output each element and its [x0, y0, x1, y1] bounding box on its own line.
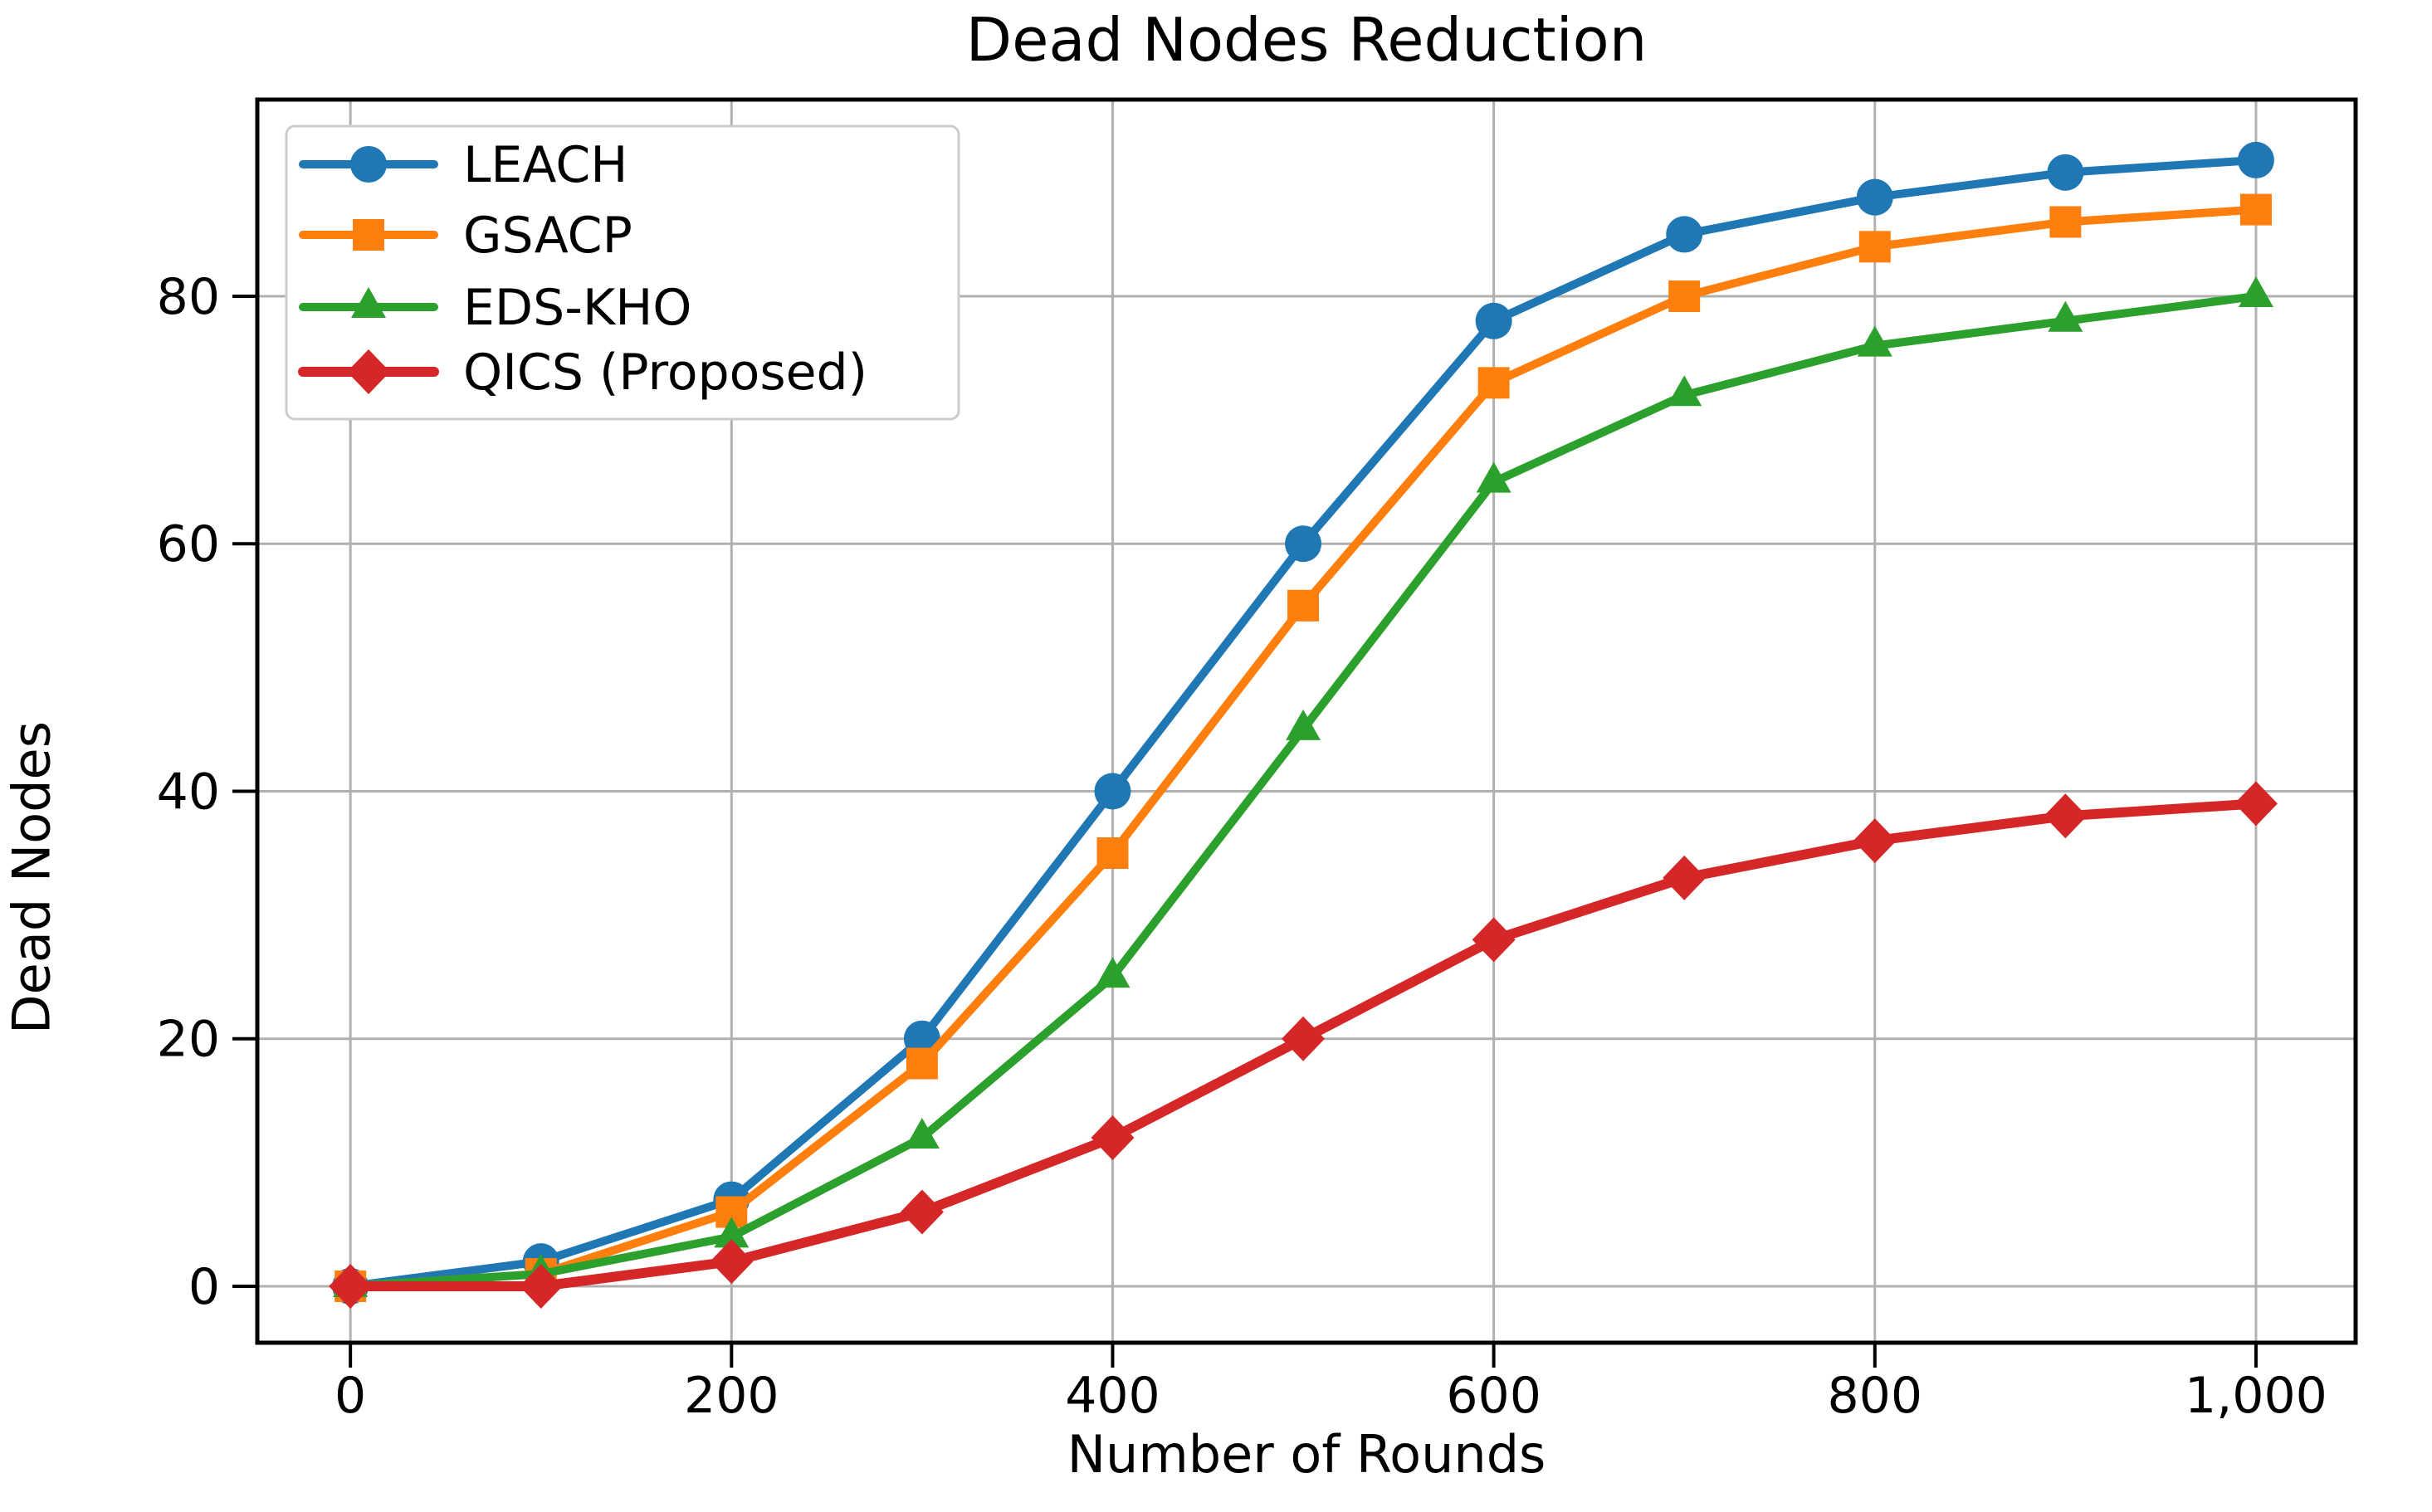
x-axis: 0 200 400 600 800 1,000: [335, 1343, 2327, 1425]
legend-label: GSACP: [463, 207, 632, 265]
data-point-circle: [1094, 773, 1131, 810]
chart-title: Dead Nodes Reduction: [965, 5, 1648, 75]
x-tick-label: 0: [335, 1367, 366, 1425]
x-tick-label: 800: [1828, 1367, 1923, 1425]
data-point-diamond: [1663, 855, 1707, 900]
y-tick-label: 60: [157, 515, 220, 573]
y-tick-label: 0: [188, 1258, 220, 1316]
data-point-triangle: [904, 1118, 940, 1149]
data-point-triangle: [1476, 461, 1511, 493]
legend-item: QICS (Proposed): [298, 344, 867, 402]
x-tick-label: 400: [1065, 1367, 1160, 1425]
legend-label: LEACH: [463, 136, 628, 194]
data-point-square: [1477, 367, 1510, 399]
data-point-square: [1096, 837, 1129, 870]
data-point-circle: [2237, 141, 2274, 178]
legend-triangle-marker: [351, 287, 386, 318]
data-point-diamond: [1853, 818, 1897, 864]
data-point-diamond: [519, 1263, 563, 1309]
data-point-square: [1287, 589, 1320, 622]
axes-spines: [255, 97, 2358, 1345]
series-qics-proposed: [329, 781, 2278, 1309]
data-point-square: [906, 1047, 938, 1080]
y-axis-label-text: Dead Nodes: [1, 721, 61, 1035]
legend-diamond-marker: [347, 349, 390, 394]
data-point-square: [1858, 231, 1891, 263]
legend-box: [285, 124, 960, 421]
x-axis-label: Number of Rounds: [1067, 1424, 1546, 1485]
data-point-triangle: [714, 1217, 750, 1248]
data-point-circle: [1856, 178, 1893, 216]
data-point-triangle: [1667, 375, 1702, 407]
data-point-circle: [1666, 216, 1703, 253]
legend-label: EDS-KHO: [463, 279, 692, 337]
legend: LEACH GSACP EDS-KHO QICS (Proposed): [285, 124, 960, 421]
legend-item: GSACP: [299, 207, 632, 265]
data-point-diamond: [900, 1189, 944, 1235]
data-point-square: [1668, 280, 1701, 312]
data-point-diamond: [2234, 781, 2278, 827]
legend-item: EDS-KHO: [299, 279, 692, 337]
data-point-square: [2239, 193, 2272, 226]
data-point-diamond: [2044, 793, 2088, 839]
data-point-triangle: [2238, 276, 2273, 307]
legend-item: LEACH: [299, 136, 628, 194]
legend-square-marker: [353, 219, 384, 251]
data-point-triangle: [1286, 709, 1321, 740]
data-point-circle: [1285, 525, 1322, 563]
data-point-diamond: [710, 1239, 754, 1285]
x-tick-label: 1,000: [2185, 1367, 2327, 1425]
data-point-circle: [2047, 154, 2084, 191]
y-tick-label: 40: [157, 763, 220, 821]
y-tick-label: 20: [157, 1011, 220, 1069]
data-point-circle: [1475, 302, 1512, 339]
data-point-diamond: [329, 1263, 373, 1309]
data-point-triangle: [2048, 300, 2083, 332]
legend-circle-marker: [350, 146, 387, 183]
y-tick-label: 80: [157, 268, 220, 326]
x-tick-label: 600: [1446, 1367, 1541, 1425]
legend-label: QICS (Proposed): [463, 344, 867, 402]
x-tick-label: 200: [684, 1367, 779, 1425]
data-point-diamond: [1091, 1115, 1135, 1161]
data-point-diamond: [1472, 917, 1516, 963]
y-axis: 0 20 40 60 80: [157, 268, 257, 1316]
data-point-diamond: [1282, 1016, 1326, 1061]
data-point-square: [2049, 206, 2082, 238]
data-point-triangle: [1095, 957, 1131, 988]
data-point-triangle: [1857, 325, 1892, 357]
